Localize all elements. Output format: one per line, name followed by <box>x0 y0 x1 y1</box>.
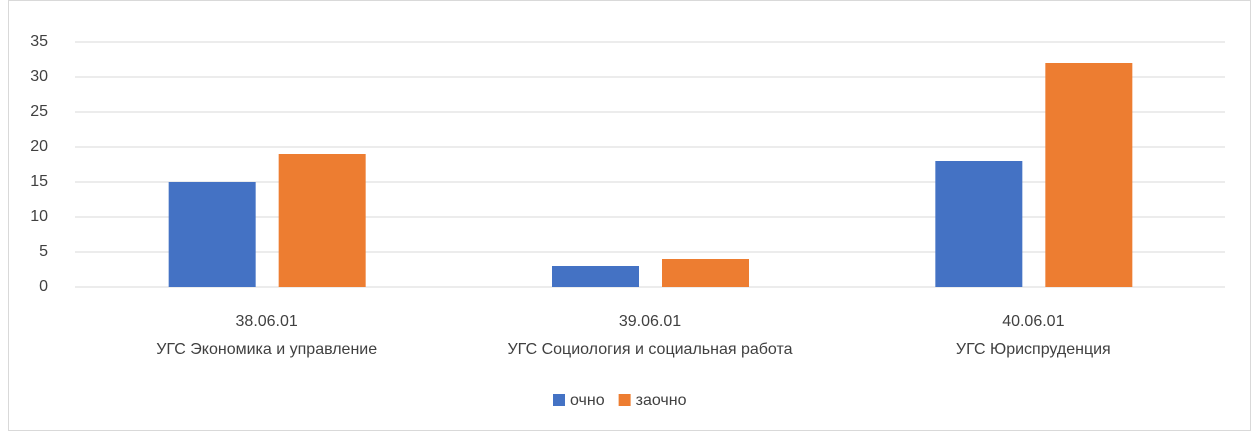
y-tick-label: 5 <box>39 243 48 260</box>
bar <box>552 266 639 287</box>
x-tick-label: УГС Экономика и управление <box>156 341 377 358</box>
y-tick-label: 0 <box>39 278 48 295</box>
bar <box>1045 63 1133 287</box>
y-tick-label: 20 <box>30 138 48 155</box>
bar <box>662 259 749 287</box>
legend-label: заочно <box>636 392 687 409</box>
x-tick-label: УГС Социология и социальная работа <box>507 341 792 358</box>
bar <box>278 154 366 287</box>
y-tick-label: 35 <box>30 33 48 50</box>
y-tick-label: 15 <box>30 173 48 190</box>
legend-label: очно <box>570 392 605 409</box>
legend-swatch <box>553 394 565 406</box>
bar <box>168 182 256 287</box>
x-tick-label: 39.06.01 <box>619 313 681 330</box>
x-tick-label: УГС Юриспруденция <box>956 341 1111 358</box>
x-tick-label: 38.06.01 <box>236 313 298 330</box>
legend-swatch <box>618 394 631 406</box>
bar <box>935 161 1023 287</box>
x-tick-label: 40.06.01 <box>1002 313 1064 330</box>
y-tick-label: 25 <box>30 103 48 120</box>
y-tick-label: 30 <box>30 68 48 85</box>
y-tick-label: 10 <box>30 208 48 225</box>
